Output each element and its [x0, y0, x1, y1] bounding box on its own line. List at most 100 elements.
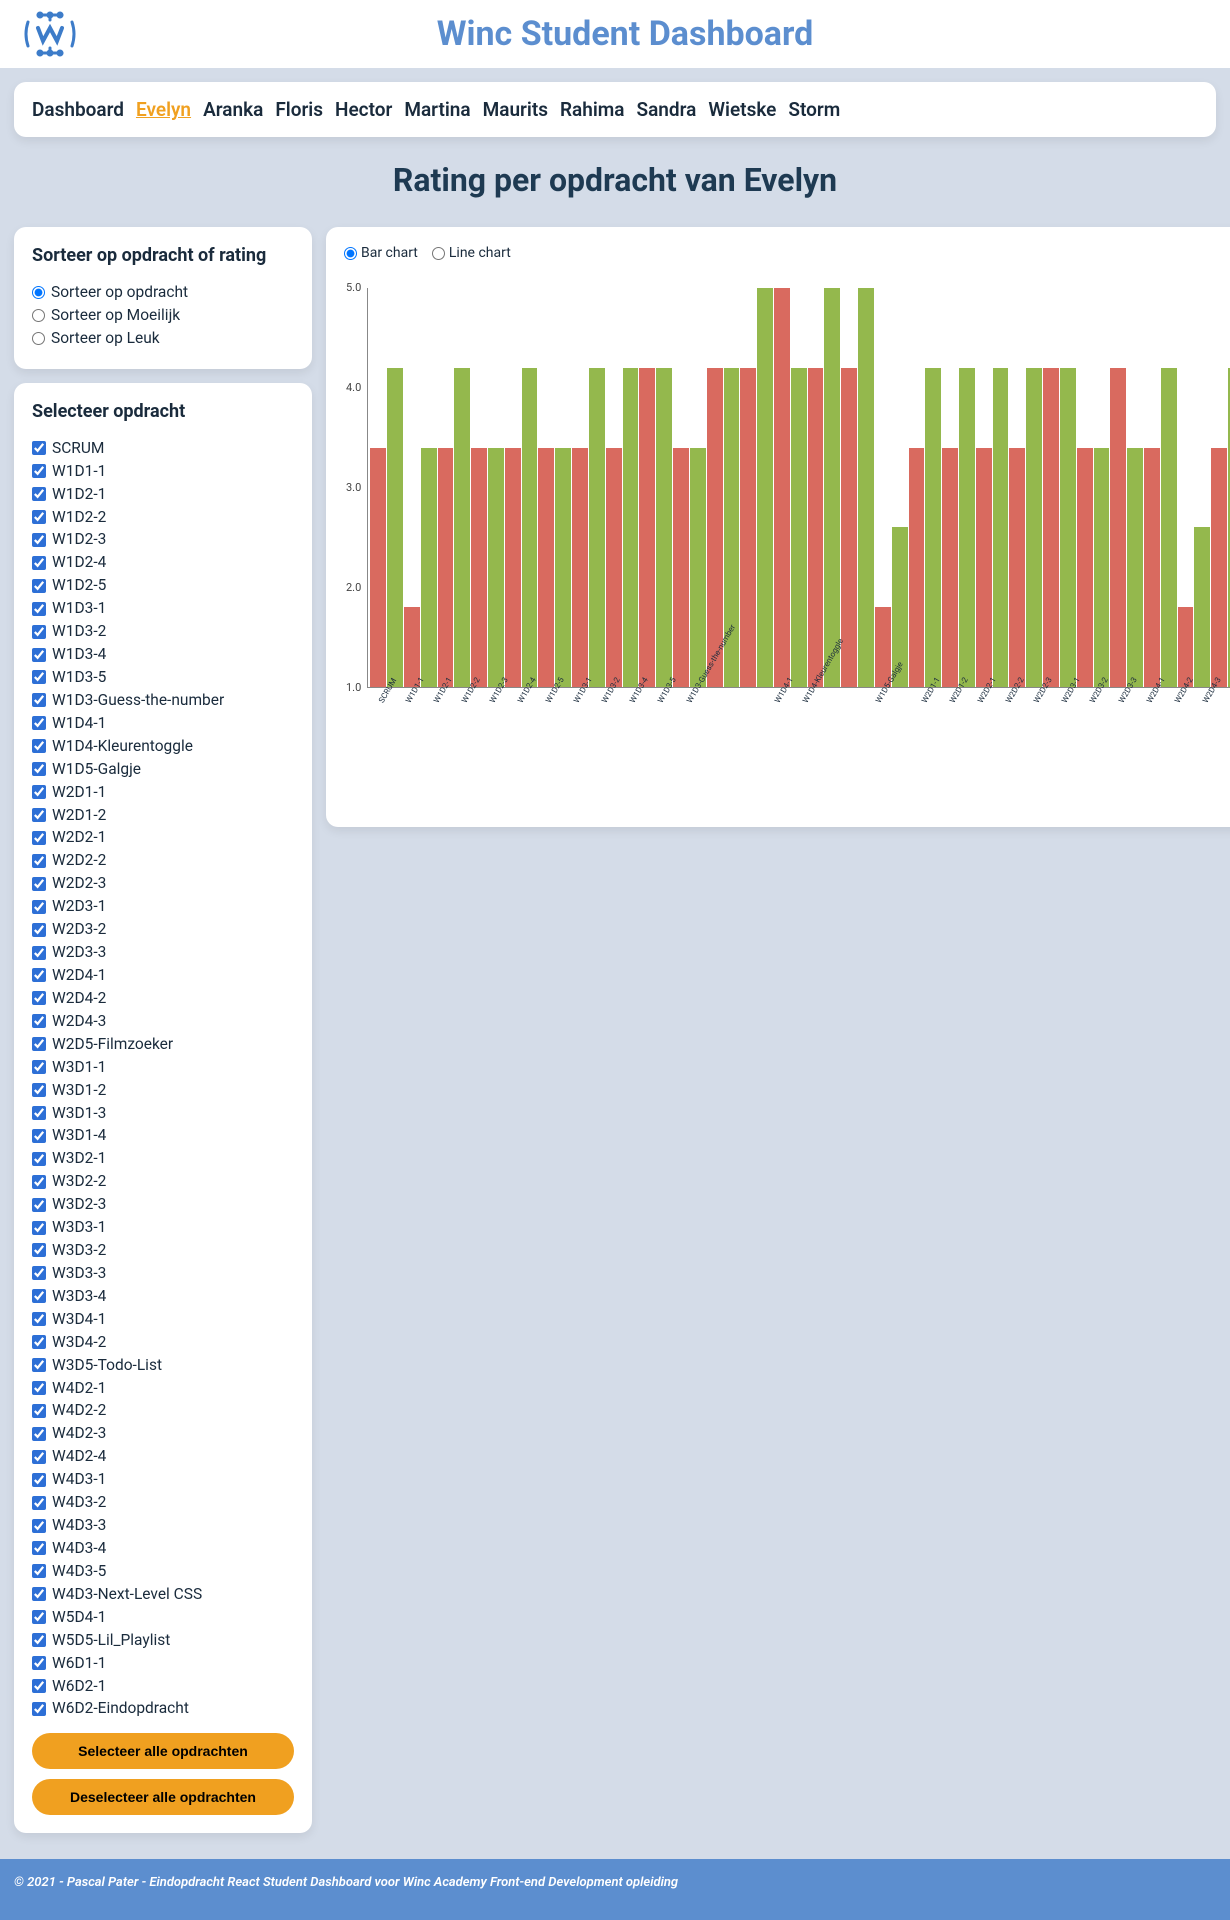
assignment-checkbox[interactable] [32, 1381, 46, 1395]
assignment-check-row[interactable]: W4D3-5 [32, 1561, 294, 1582]
assignment-checkbox[interactable] [32, 877, 46, 891]
chart-type-line-chart[interactable]: Line chart [432, 245, 511, 261]
assignment-checkbox[interactable] [32, 923, 46, 937]
sort-option-1[interactable]: Sorteer op Moeilijk [32, 305, 294, 326]
assignment-checkbox[interactable] [32, 1473, 46, 1487]
chart-type-radio[interactable] [432, 247, 445, 260]
assignment-checkbox[interactable] [32, 625, 46, 639]
nav-link-evelyn[interactable]: Evelyn [136, 98, 191, 121]
assignment-checkbox[interactable] [32, 1679, 46, 1693]
assignment-check-row[interactable]: W1D3-1 [32, 598, 294, 619]
assignment-checkbox[interactable] [32, 533, 46, 547]
assignment-check-row[interactable]: W3D3-4 [32, 1286, 294, 1307]
assignment-checkbox[interactable] [32, 1541, 46, 1555]
assignment-check-row[interactable]: W1D3-2 [32, 621, 294, 642]
assignment-checkbox[interactable] [32, 785, 46, 799]
chart-type-bar-chart[interactable]: Bar chart [344, 245, 418, 261]
assignment-check-row[interactable]: W2D2-2 [32, 850, 294, 871]
assignment-checkbox[interactable] [32, 831, 46, 845]
assignment-check-row[interactable]: W1D2-5 [32, 575, 294, 596]
assignment-check-row[interactable]: W3D1-1 [32, 1057, 294, 1078]
assignment-check-row[interactable]: W2D3-1 [32, 896, 294, 917]
assignment-checkbox[interactable] [32, 441, 46, 455]
assignment-check-row[interactable]: W3D3-2 [32, 1240, 294, 1261]
assignment-checkbox[interactable] [32, 1335, 46, 1349]
assignment-check-row[interactable]: W3D1-4 [32, 1125, 294, 1146]
assignment-check-row[interactable]: W4D3-2 [32, 1492, 294, 1513]
assignment-check-row[interactable]: W5D5-Lil_Playlist [32, 1630, 294, 1651]
assignment-check-row[interactable]: W3D4-1 [32, 1309, 294, 1330]
assignment-checkbox[interactable] [32, 1564, 46, 1578]
assignment-checkbox[interactable] [32, 1037, 46, 1051]
assignment-checkbox[interactable] [32, 1450, 46, 1464]
assignment-checkbox[interactable] [32, 1175, 46, 1189]
chart-type-radio[interactable] [344, 247, 357, 260]
assignment-check-row[interactable]: W1D3-4 [32, 644, 294, 665]
assignment-checkbox[interactable] [32, 900, 46, 914]
assignment-check-row[interactable]: W1D2-4 [32, 552, 294, 573]
assignment-checkbox[interactable] [32, 602, 46, 616]
assignment-checkbox[interactable] [32, 1060, 46, 1074]
assignment-checkbox[interactable] [32, 1243, 46, 1257]
assignment-checkbox[interactable] [32, 648, 46, 662]
assignment-check-row[interactable]: W3D2-2 [32, 1171, 294, 1192]
assignment-check-row[interactable]: W3D3-1 [32, 1217, 294, 1238]
assignment-check-row[interactable]: W1D1-1 [32, 461, 294, 482]
assignment-check-row[interactable]: W2D2-1 [32, 827, 294, 848]
assignment-checkbox[interactable] [32, 556, 46, 570]
nav-link-wietske[interactable]: Wietske [708, 98, 776, 121]
assignment-check-row[interactable]: W3D4-2 [32, 1332, 294, 1353]
assignment-checkbox[interactable] [32, 1633, 46, 1647]
assignment-checkbox[interactable] [32, 670, 46, 684]
assignment-check-row[interactable]: W2D5-Filmzoeker [32, 1034, 294, 1055]
assignment-checkbox[interactable] [32, 1266, 46, 1280]
assignment-check-row[interactable]: W2D1-2 [32, 805, 294, 826]
assignment-check-row[interactable]: SCRUM [32, 438, 294, 459]
assignment-checkbox[interactable] [32, 1289, 46, 1303]
assignment-checkbox[interactable] [32, 1427, 46, 1441]
nav-link-rahima[interactable]: Rahima [560, 98, 625, 121]
assignment-check-row[interactable]: W1D2-1 [32, 484, 294, 505]
assignment-checkbox[interactable] [32, 1702, 46, 1716]
sort-radio-0[interactable] [32, 286, 45, 299]
assignment-checkbox[interactable] [32, 1152, 46, 1166]
assignment-checkbox[interactable] [32, 1496, 46, 1510]
assignment-checkbox[interactable] [32, 693, 46, 707]
assignment-check-row[interactable]: W1D5-Galgje [32, 759, 294, 780]
assignment-checkbox[interactable] [32, 1221, 46, 1235]
assignment-check-row[interactable]: W6D2-1 [32, 1676, 294, 1697]
assignment-check-row[interactable]: W1D4-1 [32, 713, 294, 734]
assignment-checkbox[interactable] [32, 854, 46, 868]
assignment-checkbox[interactable] [32, 1312, 46, 1326]
assignment-checkbox[interactable] [32, 510, 46, 524]
assignment-check-row[interactable]: W2D3-3 [32, 942, 294, 963]
assignment-checkbox[interactable] [32, 1106, 46, 1120]
nav-link-floris[interactable]: Floris [275, 98, 323, 121]
assignment-check-row[interactable]: W4D3-1 [32, 1469, 294, 1490]
assignment-check-row[interactable]: W2D4-1 [32, 965, 294, 986]
assignment-check-row[interactable]: W3D5-Todo-List [32, 1355, 294, 1376]
nav-link-hector[interactable]: Hector [335, 98, 392, 121]
assignment-check-row[interactable]: W4D2-1 [32, 1378, 294, 1399]
assignment-check-row[interactable]: W4D3-3 [32, 1515, 294, 1536]
assignment-check-row[interactable]: W3D1-2 [32, 1080, 294, 1101]
assignment-check-row[interactable]: W4D2-3 [32, 1423, 294, 1444]
assignment-check-row[interactable]: W3D2-1 [32, 1148, 294, 1169]
assignment-checkbox[interactable] [32, 1587, 46, 1601]
assignment-checkbox[interactable] [32, 716, 46, 730]
assignment-check-row[interactable]: W2D3-2 [32, 919, 294, 940]
assignment-check-row[interactable]: W6D1-1 [32, 1653, 294, 1674]
sort-option-0[interactable]: Sorteer op opdracht [32, 282, 294, 303]
assignment-checkbox[interactable] [32, 1404, 46, 1418]
assignment-check-row[interactable]: W1D4-Kleurentoggle [32, 736, 294, 757]
nav-link-storm[interactable]: Storm [788, 98, 840, 121]
assignment-check-row[interactable]: W2D2-3 [32, 873, 294, 894]
assignment-checkbox[interactable] [32, 946, 46, 960]
assignment-check-row[interactable]: W3D2-3 [32, 1194, 294, 1215]
nav-link-sandra[interactable]: Sandra [637, 98, 697, 121]
assignment-checkbox[interactable] [32, 1083, 46, 1097]
assignment-checkbox[interactable] [32, 808, 46, 822]
assignment-checkbox[interactable] [32, 579, 46, 593]
assignment-checkbox[interactable] [32, 487, 46, 501]
assignment-check-row[interactable]: W4D2-2 [32, 1400, 294, 1421]
